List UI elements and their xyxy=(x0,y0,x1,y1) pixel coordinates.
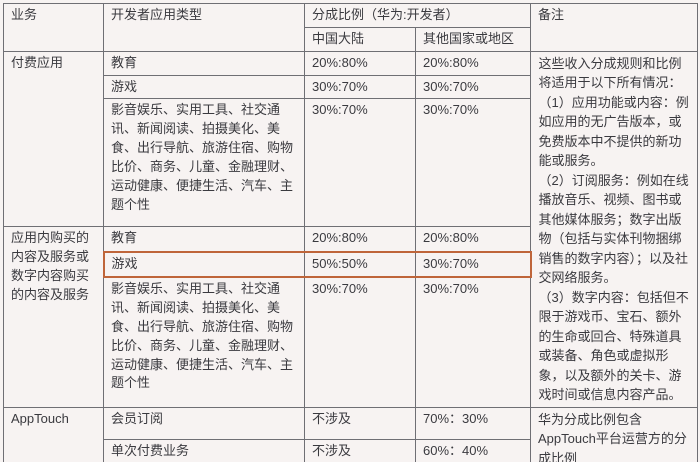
cell-ratio-cn: 20%:80% xyxy=(304,50,416,76)
cell-app-type: 影音娱乐、实用工具、社交通讯、新闻阅读、拍摄美化、美食、出行导航、旅游住宿、购物… xyxy=(103,276,305,408)
cell-business-apptouch: AppTouch xyxy=(3,406,104,462)
cell-ratio-other: 60%：40% xyxy=(415,438,531,462)
cell-ratio-cn: 30%:70% xyxy=(304,98,416,228)
cell-apptouch-remark: 华为分成比例包含AppTouch平台运营方的分成比例 xyxy=(530,406,698,462)
remark-item-2: （2）订阅服务：例如在线播放音乐、视频、图书或其他媒体服务；数字出版物（包括与实… xyxy=(538,172,689,286)
header-row-1: 业务 开发者应用类型 分成比例（华为:开发者） 备注 xyxy=(3,3,698,52)
cell-app-type: 教育 xyxy=(103,226,305,253)
header-app-type: 开发者应用类型 xyxy=(103,3,305,52)
cell-ratio-cn: 不涉及 xyxy=(304,438,416,462)
cell-ratio-cn: 30%:70% xyxy=(304,276,416,408)
table-row: 影音娱乐、实用工具、社交通讯、新闻阅读、拍摄美化、美食、出行导航、旅游住宿、购物… xyxy=(4,276,698,408)
header-ratio-other: 其他国家或地区 xyxy=(415,26,531,52)
cell-app-type: 游戏 xyxy=(103,74,305,100)
remark-intro: 这些收入分成规则和比例将适用于以下所有情况： xyxy=(538,55,682,91)
table-row: 应用内购买的内容及服务或数字内容购买的内容及服务 教育 20%:80% 20%:… xyxy=(3,226,698,408)
table-row: 影音娱乐、实用工具、社交通讯、新闻阅读、拍摄美化、美食、出行导航、旅游住宿、购物… xyxy=(4,98,698,228)
cell-app-type: 影音娱乐、实用工具、社交通讯、新闻阅读、拍摄美化、美食、出行导航、旅游住宿、购物… xyxy=(103,98,305,228)
cell-app-type: 单次付费业务 xyxy=(103,438,305,462)
table-row-highlighted-games: 游戏 50%:50% 30%:70% xyxy=(4,251,698,279)
cell-ratio-other: 30%:70% xyxy=(415,74,531,100)
cell-app-type: 会员订阅 xyxy=(103,406,305,440)
cell-ratio-cn: 20%:80% xyxy=(304,226,416,253)
cell-ratio-other: 20%:80% xyxy=(415,50,531,76)
cell-business-paid-apps: 付费应用 xyxy=(3,50,104,228)
remark-item-1: （1）应用功能或内容：例如应用的无广告版本，或免费版本中不提供的新功能或服务。 xyxy=(538,94,689,169)
cell-ratio-other: 30%:70% xyxy=(415,276,531,408)
cell-main-remark: 这些收入分成规则和比例将适用于以下所有情况： （1）应用功能或内容：例如应用的无… xyxy=(530,50,698,408)
cell-ratio-other-games-highlighted: 30%:70% xyxy=(415,251,532,279)
revenue-share-table: 业务 开发者应用类型 分成比例（华为:开发者） 备注 中国大陆 其他国家或地区 … xyxy=(3,3,698,462)
header-remarks: 备注 xyxy=(530,3,698,52)
table-row: 单次付费业务 不涉及 60%：40% xyxy=(4,438,698,462)
cell-ratio-cn: 30%:70% xyxy=(304,74,416,100)
header-ratio-cn: 中国大陆 xyxy=(304,26,416,52)
header-business: 业务 xyxy=(3,3,104,52)
header-row-2: 中国大陆 其他国家或地区 xyxy=(4,26,698,52)
cell-app-type: 教育 xyxy=(103,50,305,76)
cell-ratio-other: 30%:70% xyxy=(415,98,531,228)
header-ratio-group: 分成比例（华为:开发者） xyxy=(304,3,531,28)
remark-item-3: （3）数字内容：包括但不限于游戏币、宝石、额外的生命或回合、特殊道具或装备、角色… xyxy=(538,289,689,403)
table-row: 付费应用 教育 20%:80% 20%:80% 这些收入分成规则和比例将适用于以… xyxy=(3,50,698,408)
cell-business-iap: 应用内购买的内容及服务或数字内容购买的内容及服务 xyxy=(3,226,104,408)
cell-ratio-other: 20%:80% xyxy=(415,226,531,253)
cell-app-type-games-highlighted: 游戏 xyxy=(102,251,305,279)
cell-ratio-other: 70%：30% xyxy=(415,406,531,440)
cell-ratio-cn-games-highlighted: 50%:50% xyxy=(304,251,416,279)
table-row: AppTouch 会员订阅 不涉及 70%：30% 华为分成比例包含AppTou… xyxy=(3,406,698,462)
cell-ratio-cn: 不涉及 xyxy=(304,406,416,440)
